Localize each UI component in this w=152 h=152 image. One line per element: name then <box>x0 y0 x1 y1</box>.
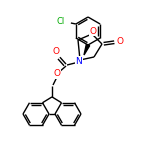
Text: O: O <box>54 69 60 78</box>
Polygon shape <box>84 44 90 55</box>
Text: O: O <box>116 38 123 47</box>
Text: N: N <box>76 57 82 66</box>
Text: Cl: Cl <box>57 17 65 26</box>
Text: O: O <box>52 47 59 57</box>
Text: O: O <box>90 26 97 36</box>
